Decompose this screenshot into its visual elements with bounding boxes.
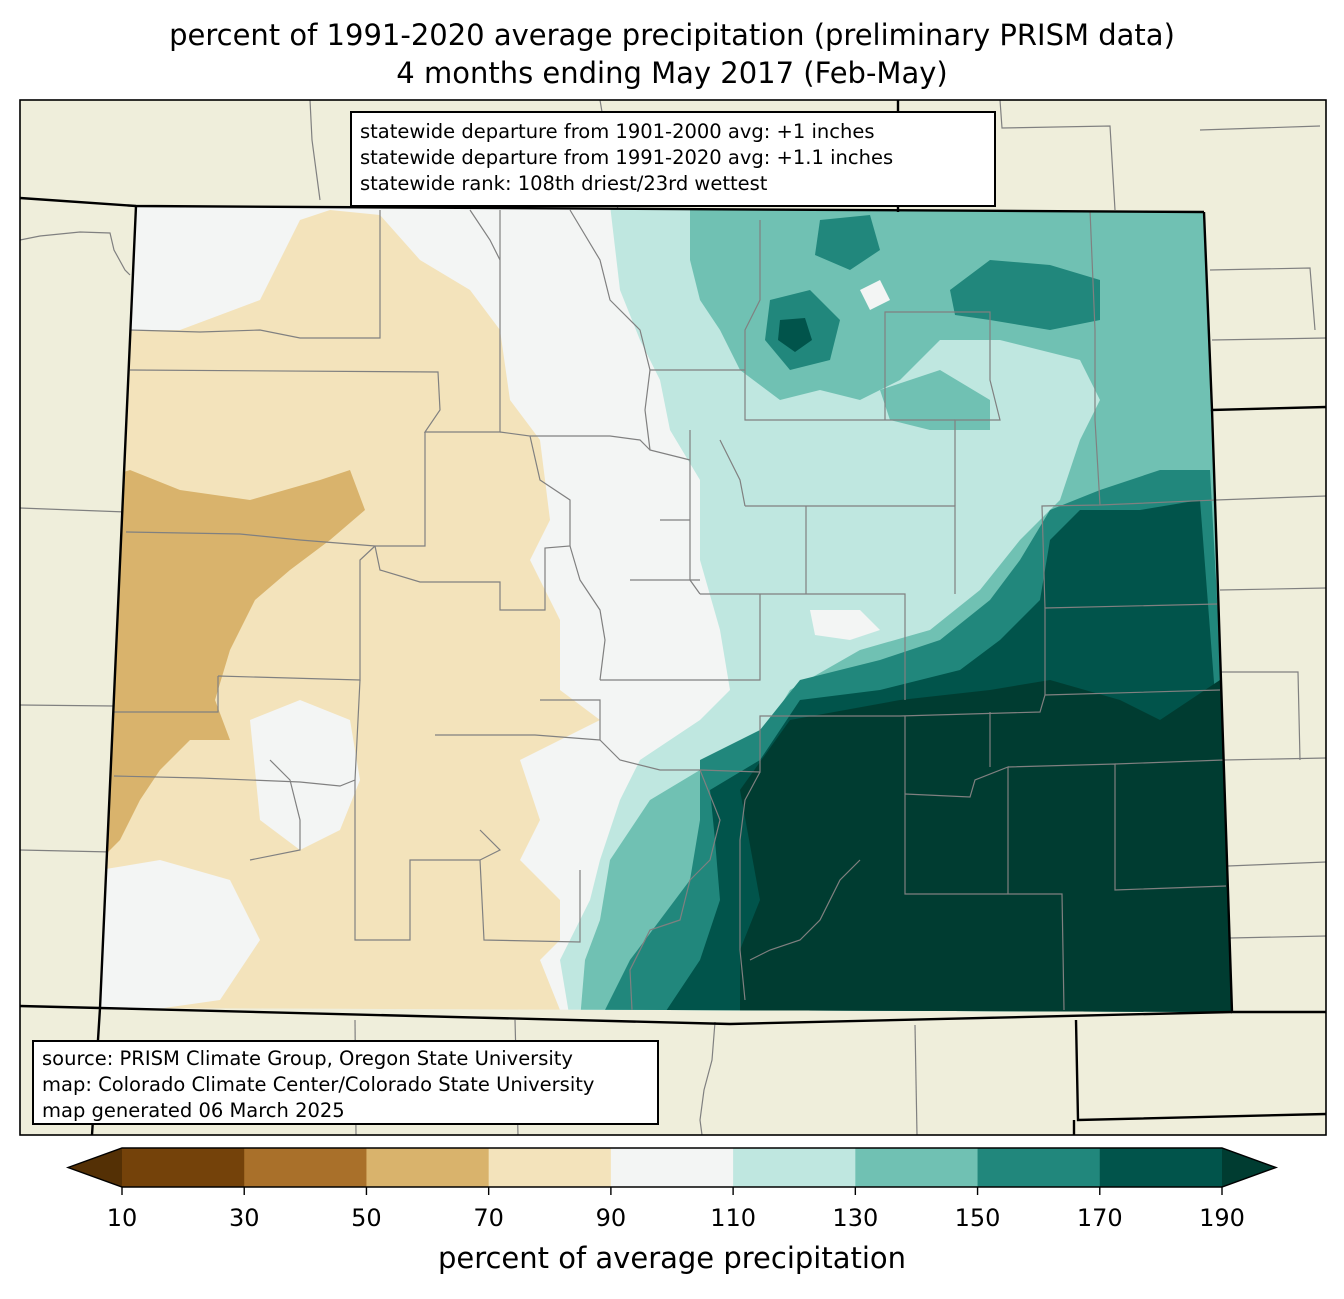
precip-blob-ne-top-150-170 <box>815 215 880 270</box>
colorbar-bin-150-170 <box>977 1148 1101 1187</box>
colorbar-bin-130-150 <box>855 1148 979 1187</box>
colorado-county-lines <box>110 209 1227 1011</box>
stats-rank: statewide rank: 108th driest/23rd wettes… <box>360 172 768 195</box>
colorbar <box>65 1147 1279 1195</box>
source-generated-date: map generated 06 March 2025 <box>42 1099 345 1122</box>
colorbar-tick-label: 90 <box>595 1204 627 1232</box>
colorbar-bin-50-70 <box>366 1148 490 1187</box>
precip-pocket-90-110-west <box>250 700 360 850</box>
map-subtitle: 4 months ending May 2017 (Feb-May) <box>396 56 948 90</box>
colorbar-bin-170-190 <box>1099 1148 1223 1187</box>
colorbar-bin-10-30 <box>122 1148 245 1187</box>
precip-blob-east-130-150 <box>880 370 990 430</box>
colorbar-tick-label: 70 <box>473 1204 504 1232</box>
colorbar-bin-90-110 <box>610 1148 734 1187</box>
stats-departure-1991-2020: statewide departure from 1991-2020 avg: … <box>360 146 894 169</box>
source-prism: source: PRISM Climate Group, Oregon Stat… <box>42 1047 573 1070</box>
state-borders <box>20 100 1326 1135</box>
colorbar-tick-label: 170 <box>1076 1204 1123 1232</box>
colorbar-label: percent of average precipitation <box>437 1241 907 1275</box>
colorbar-tick-label: 10 <box>106 1204 138 1232</box>
colorbar-tick-label: 150 <box>954 1204 1001 1232</box>
source-box: source: PRISM Climate Group, Oregon Stat… <box>32 1040 659 1125</box>
source-map-credit: map: Colorado Climate Center/Colorado St… <box>42 1073 595 1096</box>
precip-zone-70-90 <box>100 210 600 1010</box>
precip-patch-near-normal-northeast <box>860 280 890 310</box>
precip-zone-50-70 <box>100 470 365 860</box>
colorbar-tick-label: 190 <box>1199 1204 1245 1232</box>
colorbar-under-triangle <box>68 1148 122 1187</box>
precip-patch-near-normal-east <box>810 610 880 640</box>
precip-pocket-90-110-southwest <box>100 860 260 1010</box>
colorbar-tick-label: 110 <box>710 1204 757 1232</box>
colorbar-bin-70-90 <box>488 1148 612 1187</box>
colorbar-bin-30-50 <box>244 1148 367 1187</box>
colorbar-bin-110-130 <box>733 1148 856 1187</box>
neighbor-county-lines <box>20 100 1326 1135</box>
statewide-stats-box: statewide departure from 1901-2000 avg: … <box>350 111 996 207</box>
stats-departure-1901-2000: statewide departure from 1901-2000 avg: … <box>360 120 875 143</box>
colorado-precipitation-field <box>100 206 1232 1012</box>
colorbar-tick-label: 30 <box>228 1204 260 1232</box>
colorbar-tick-label: 50 <box>351 1204 382 1232</box>
map-frame <box>19 99 1327 1136</box>
map-title: percent of 1991-2020 average precipitati… <box>169 18 1175 52</box>
colorbar-over-triangle <box>1222 1148 1276 1187</box>
colorbar-tick-label: 130 <box>832 1204 879 1232</box>
precip-blob-north-170-190 <box>778 318 812 352</box>
